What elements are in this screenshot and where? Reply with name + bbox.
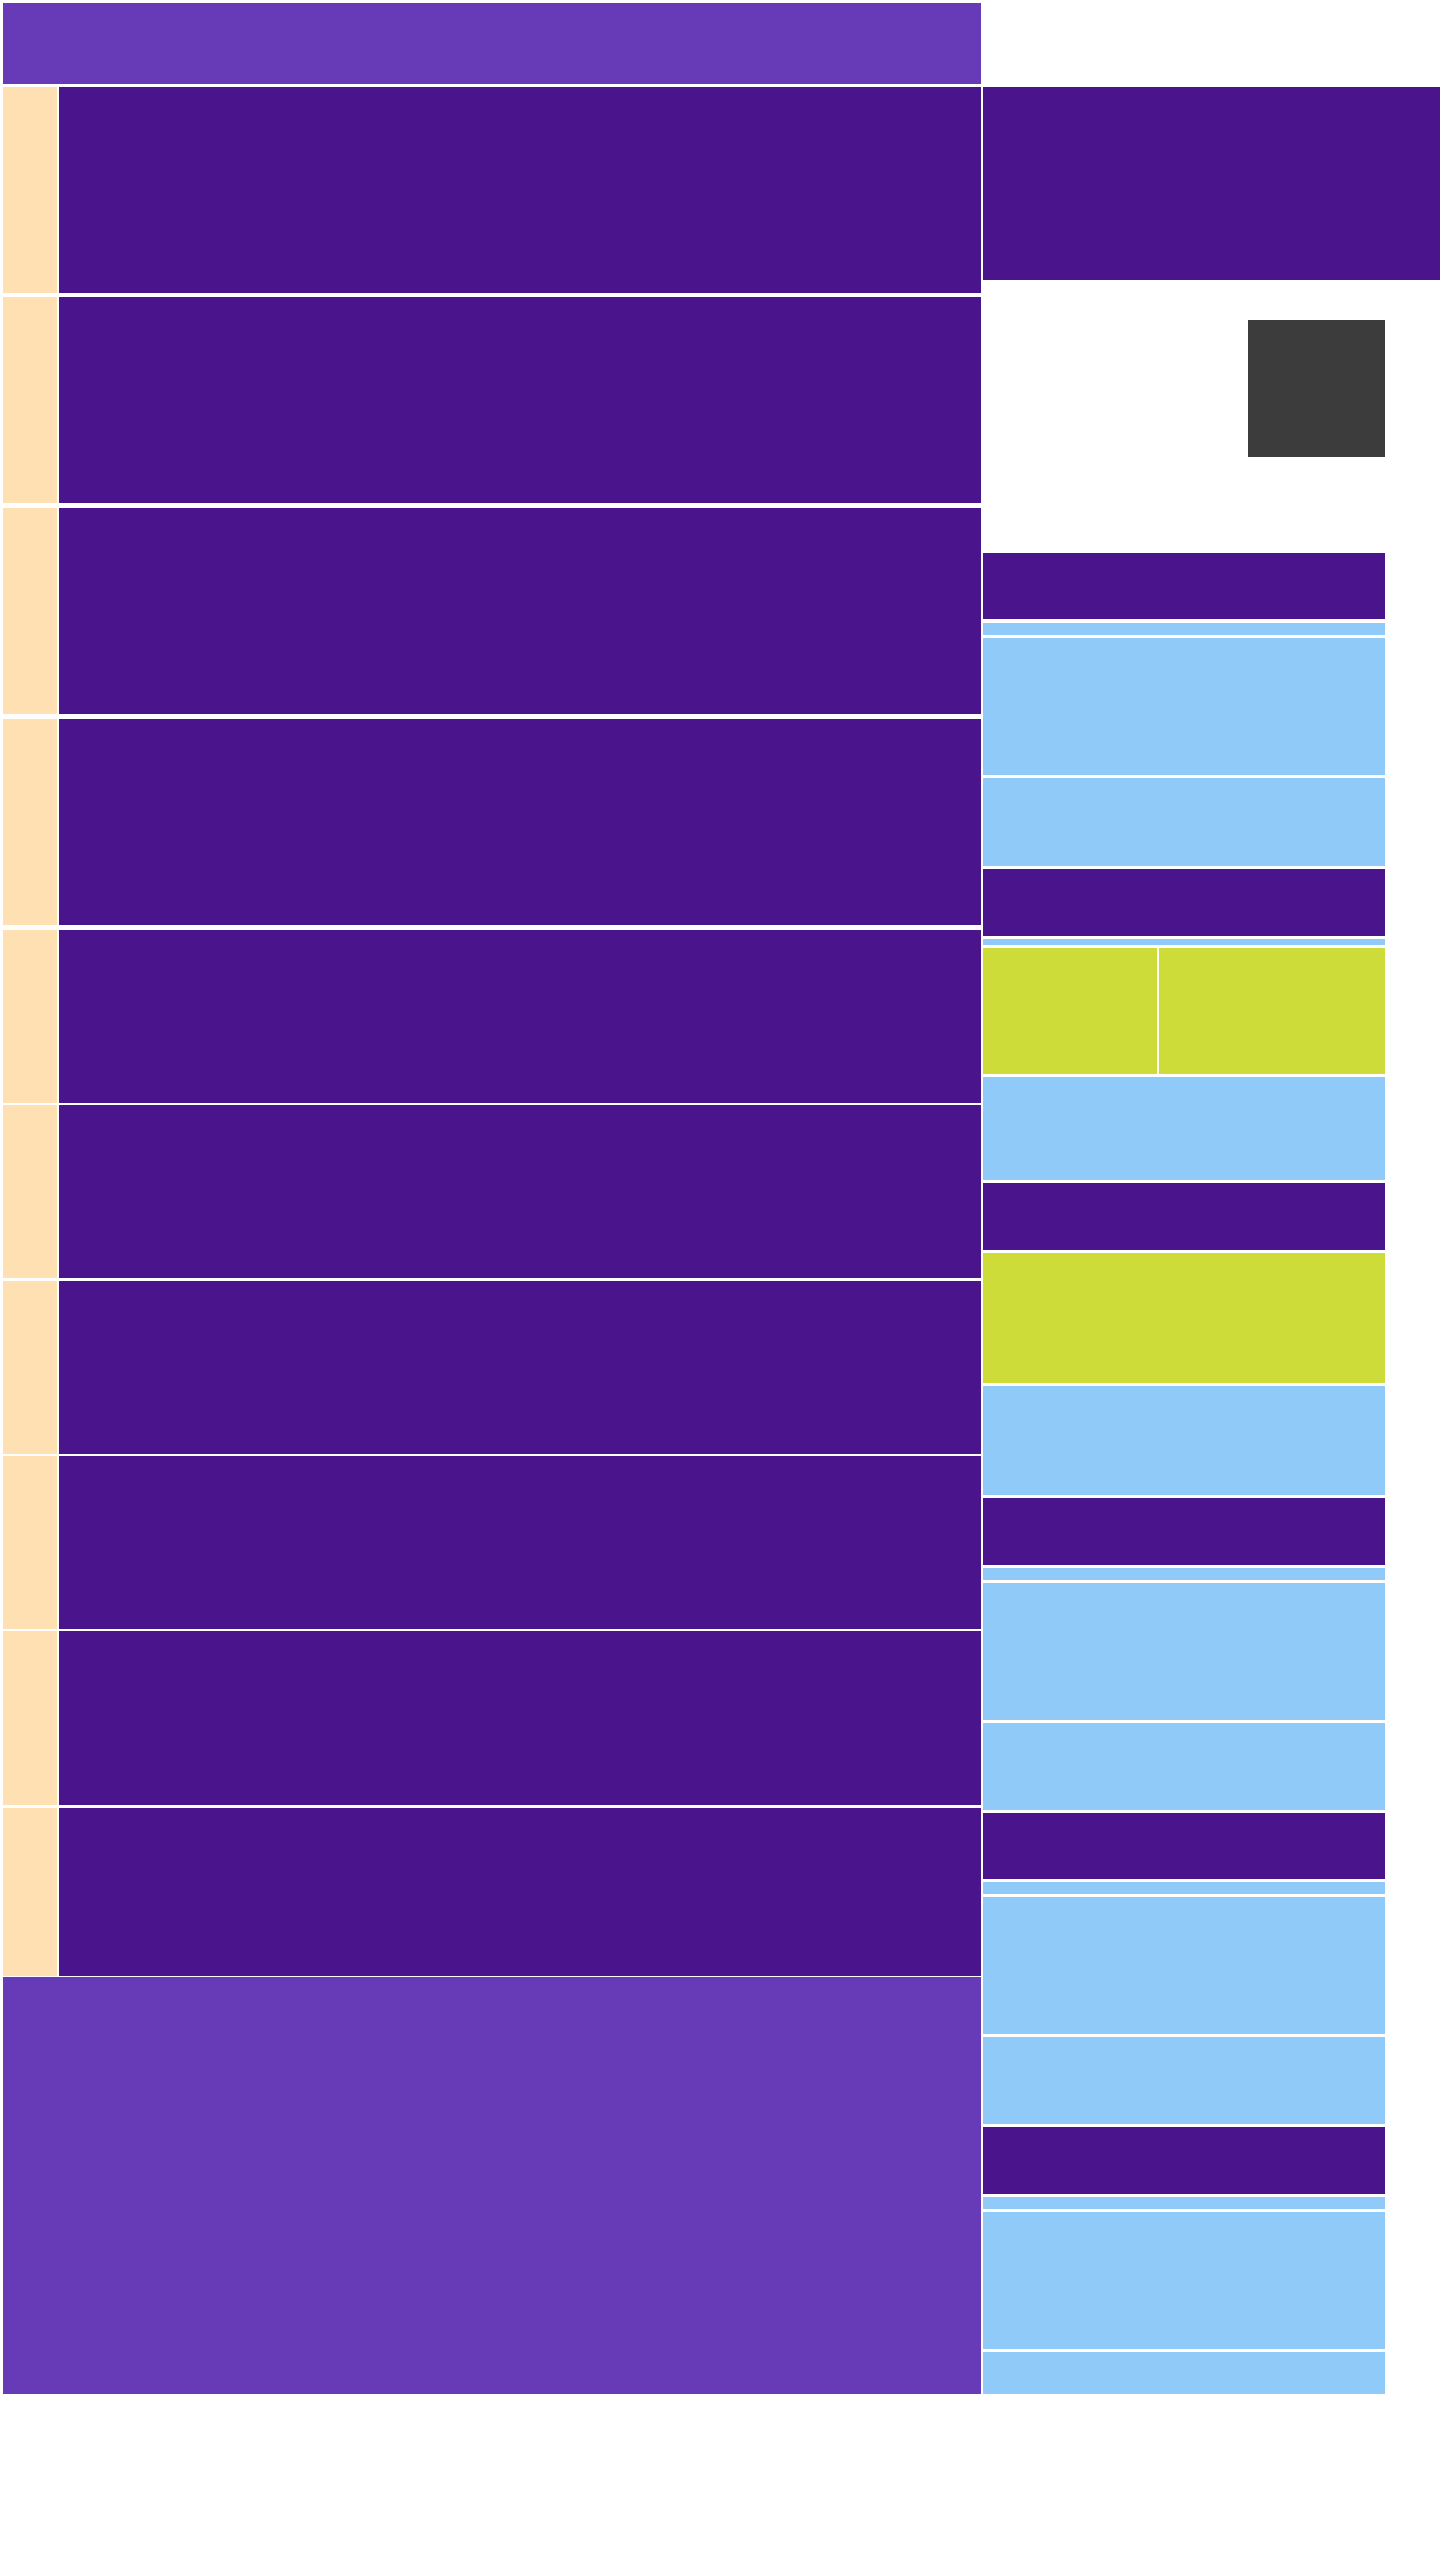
sidebar-divider-14 — [983, 1568, 1385, 1580]
row-marker-5 — [3, 930, 57, 1103]
content-card-5[interactable] — [59, 930, 981, 1103]
sidebar-panel-content-19 — [983, 1897, 1385, 2034]
lime-tile-7 — [983, 948, 1157, 1074]
sidebar-panel-content-15 — [983, 1583, 1385, 1720]
sidebar-section-header-17[interactable] — [983, 1813, 1385, 1879]
sidebar-section-header-5[interactable] — [983, 869, 1385, 936]
row-marker-2 — [3, 297, 57, 503]
sidebar-section-header-13[interactable] — [983, 1498, 1385, 1565]
row-marker-7 — [3, 1281, 57, 1454]
content-card-7[interactable] — [59, 1281, 981, 1454]
sidebar-panel-footer-24 — [983, 2352, 1385, 2394]
sidebar-section-header-1[interactable] — [983, 553, 1385, 619]
content-card-10[interactable] — [59, 1808, 981, 1976]
sidebar-panel-footer-9 — [983, 1077, 1385, 1180]
content-card-2[interactable] — [59, 297, 981, 503]
sidebar-section-header-21[interactable] — [983, 2127, 1385, 2194]
sidebar-divider-6 — [983, 939, 1385, 945]
image-placeholder — [1248, 320, 1385, 457]
lime-banner-11 — [983, 1253, 1385, 1383]
content-card-9[interactable] — [59, 1631, 981, 1805]
sidebar-divider-2 — [983, 623, 1385, 635]
row-marker-6 — [3, 1105, 57, 1278]
lime-tile-8 — [1159, 948, 1385, 1074]
row-marker-8 — [3, 1456, 57, 1629]
sidebar-divider-18 — [983, 1882, 1385, 1894]
row-marker-1 — [3, 87, 57, 293]
sidebar-panel-footer-20 — [983, 2037, 1385, 2124]
header-bar — [3, 3, 981, 84]
row-marker-3 — [3, 508, 57, 714]
row-marker-10 — [3, 1808, 57, 1976]
sidebar-header-block — [983, 87, 1440, 280]
content-card-6[interactable] — [59, 1105, 981, 1278]
content-card-3[interactable] — [59, 508, 981, 714]
content-card-8[interactable] — [59, 1456, 981, 1629]
sidebar-panel-content-23 — [983, 2212, 1385, 2349]
sidebar-section-header-10[interactable] — [983, 1183, 1385, 1250]
row-marker-9 — [3, 1631, 57, 1805]
sidebar-panel-content-3 — [983, 638, 1385, 775]
content-card-1[interactable] — [59, 87, 981, 293]
content-card-4[interactable] — [59, 719, 981, 925]
footer-block — [3, 1977, 981, 2394]
sidebar-panel-footer-16 — [983, 1723, 1385, 1810]
row-marker-4 — [3, 719, 57, 925]
sidebar-panel-footer-4 — [983, 778, 1385, 866]
sidebar-divider-22 — [983, 2197, 1385, 2209]
sidebar-panel-content-12 — [983, 1386, 1385, 1495]
